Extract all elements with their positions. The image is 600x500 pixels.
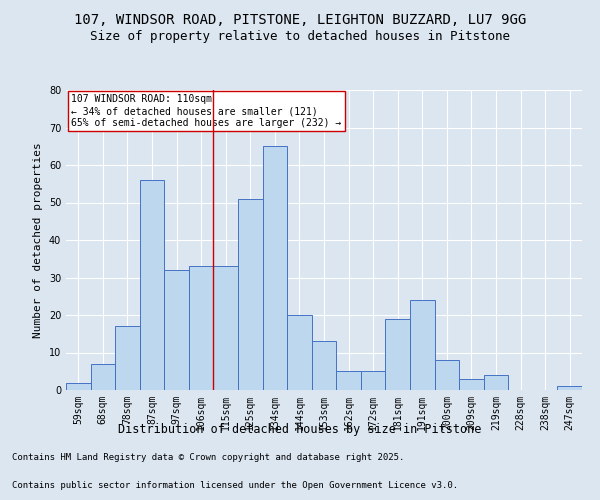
Text: Distribution of detached houses by size in Pitstone: Distribution of detached houses by size …: [118, 422, 482, 436]
Bar: [189, 266, 214, 390]
Bar: [115, 326, 140, 390]
Bar: [263, 146, 287, 390]
Bar: [164, 270, 189, 390]
Bar: [410, 300, 434, 390]
Bar: [66, 382, 91, 390]
Bar: [287, 315, 312, 390]
Bar: [361, 371, 385, 390]
Bar: [214, 266, 238, 390]
Bar: [238, 198, 263, 390]
Bar: [484, 375, 508, 390]
Bar: [91, 364, 115, 390]
Y-axis label: Number of detached properties: Number of detached properties: [33, 142, 43, 338]
Text: Contains HM Land Registry data © Crown copyright and database right 2025.: Contains HM Land Registry data © Crown c…: [12, 454, 404, 462]
Bar: [434, 360, 459, 390]
Bar: [312, 341, 336, 390]
Text: 107, WINDSOR ROAD, PITSTONE, LEIGHTON BUZZARD, LU7 9GG: 107, WINDSOR ROAD, PITSTONE, LEIGHTON BU…: [74, 12, 526, 26]
Bar: [385, 319, 410, 390]
Text: 107 WINDSOR ROAD: 110sqm
← 34% of detached houses are smaller (121)
65% of semi-: 107 WINDSOR ROAD: 110sqm ← 34% of detach…: [71, 94, 341, 128]
Bar: [140, 180, 164, 390]
Text: Size of property relative to detached houses in Pitstone: Size of property relative to detached ho…: [90, 30, 510, 43]
Bar: [557, 386, 582, 390]
Bar: [336, 371, 361, 390]
Bar: [459, 379, 484, 390]
Text: Contains public sector information licensed under the Open Government Licence v3: Contains public sector information licen…: [12, 481, 458, 490]
